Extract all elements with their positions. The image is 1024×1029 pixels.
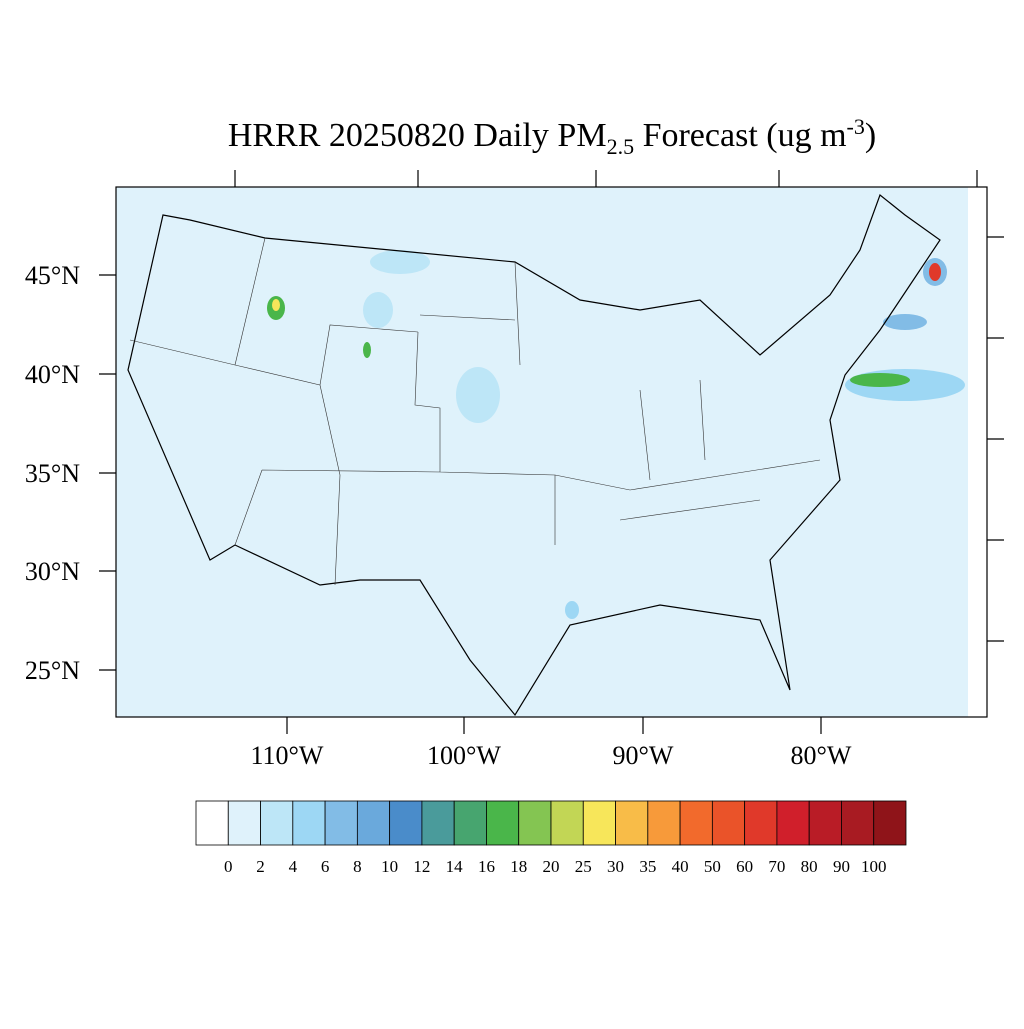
- colorbar-box: [518, 800, 552, 846]
- colorbar-box: [808, 800, 842, 846]
- plume: [272, 299, 280, 311]
- colorbar-label: 50: [704, 857, 721, 876]
- title: HRRR 20250820 Daily PM2.5 Forecast (ug m…: [228, 114, 876, 159]
- colorbar-box: [324, 800, 358, 846]
- colorbar-box: [260, 800, 294, 846]
- colorbar-box: [292, 800, 326, 846]
- colorbar-box: [195, 800, 229, 846]
- colorbar-label: 14: [446, 857, 464, 876]
- lon-label: 110°W: [251, 741, 324, 770]
- plume: [456, 367, 500, 423]
- colorbar-box: [582, 800, 616, 846]
- colorbar-label: 60: [736, 857, 753, 876]
- map-frame: [115, 186, 988, 718]
- colorbar-label: 90: [833, 857, 850, 876]
- colorbar-box: [550, 800, 584, 846]
- lat-label: 35°N: [25, 459, 80, 488]
- map: [99, 170, 1004, 734]
- lat-label: 45°N: [25, 261, 80, 290]
- colorbar-label: 20: [543, 857, 560, 876]
- colorbar-box: [227, 800, 261, 846]
- colorbar-box: [679, 800, 713, 846]
- coastline: [127, 194, 941, 717]
- title-end: ): [865, 117, 876, 154]
- plume: [883, 314, 927, 330]
- title-sub: 2.5: [607, 134, 635, 159]
- colorbar-label: 18: [510, 857, 527, 876]
- colorbar-label: 70: [768, 857, 785, 876]
- colorbar-label: 25: [575, 857, 592, 876]
- colorbar-box: [841, 800, 875, 846]
- title-sup: -3: [847, 114, 865, 139]
- colorbar-label: 2: [256, 857, 265, 876]
- colorbar-box: [647, 800, 681, 846]
- frame-ticks: [99, 170, 1004, 734]
- title-rest: Forecast (ug m: [634, 117, 846, 154]
- colorbar-box: [421, 800, 455, 846]
- colorbar-label: 12: [413, 857, 430, 876]
- colorbar-label: 8: [353, 857, 362, 876]
- lon-label: 90°W: [613, 741, 674, 770]
- map-background: [116, 187, 968, 717]
- colorbar-label: 40: [672, 857, 689, 876]
- lat-label: 40°N: [25, 360, 80, 389]
- colorbar-box: [453, 800, 487, 846]
- plume: [565, 601, 579, 619]
- colorbar-label: 80: [801, 857, 818, 876]
- lon-label: 100°W: [427, 741, 501, 770]
- plume: [929, 263, 941, 281]
- colorbar-box: [711, 800, 746, 846]
- colorbar-label: 35: [639, 857, 656, 876]
- colorbar-box: [615, 800, 649, 846]
- colorbar-label: 4: [289, 857, 298, 876]
- colorbar-label: 6: [321, 857, 330, 876]
- colorbar-label: 30: [607, 857, 624, 876]
- plume: [363, 342, 371, 358]
- colorbar-box: [486, 800, 520, 846]
- plume: [363, 292, 393, 328]
- title-main: HRRR 20250820 Daily PM: [228, 117, 607, 154]
- colorbar-box: [356, 800, 391, 846]
- colorbar-box: [389, 800, 423, 846]
- colorbar-box: [776, 800, 810, 846]
- state-borders: [129, 237, 821, 586]
- colorbar-box: [873, 800, 907, 846]
- lat-label: 30°N: [25, 557, 80, 586]
- plume: [370, 250, 430, 274]
- colorbar-label: 100: [861, 857, 887, 876]
- lon-label: 80°W: [791, 741, 852, 770]
- colorbar-label: 16: [478, 857, 495, 876]
- colorbar-box: [744, 800, 778, 846]
- lat-label: 25°N: [25, 656, 80, 685]
- colorbar-label: 0: [224, 857, 233, 876]
- plume: [850, 373, 910, 387]
- colorbar-label: 10: [381, 857, 398, 876]
